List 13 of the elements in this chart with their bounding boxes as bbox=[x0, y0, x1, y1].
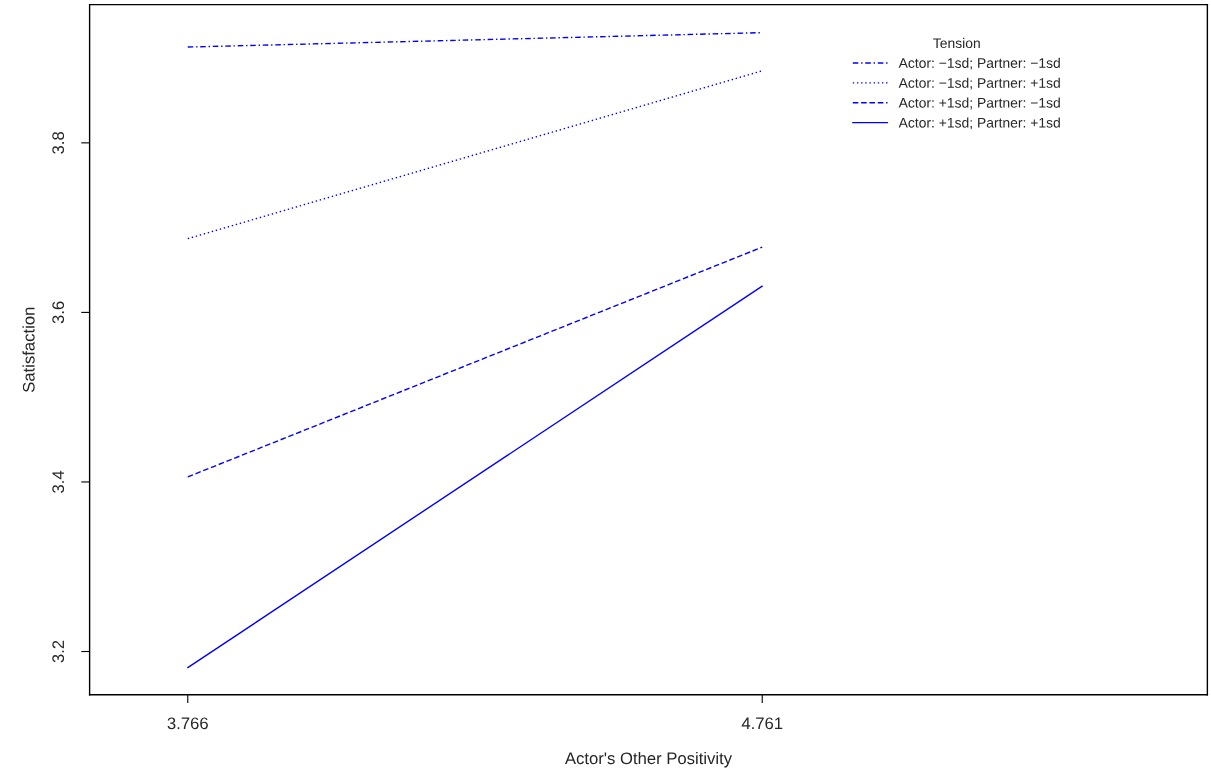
legend-title: Tension bbox=[933, 37, 980, 49]
legend-label: Actor: +1sd; Partner: −1sd bbox=[898, 97, 1060, 110]
y-tick-label: 3.8 bbox=[52, 131, 65, 154]
y-axis-title: Satisfaction bbox=[22, 307, 35, 393]
x-axis-title: Actor's Other Positivity bbox=[564, 751, 733, 768]
y-tick-label: 3.4 bbox=[52, 470, 65, 493]
legend-label: Actor: −1sd; Partner: −1sd bbox=[898, 57, 1060, 70]
legend-label: Actor: +1sd; Partner: +1sd bbox=[898, 117, 1060, 130]
legend-label: Actor: −1sd; Partner: +1sd bbox=[898, 77, 1060, 90]
y-tick-label: 3.6 bbox=[52, 301, 65, 324]
x-tick-label: 4.761 bbox=[741, 717, 783, 730]
y-tick-label: 3.2 bbox=[52, 640, 65, 663]
x-tick-label: 3.766 bbox=[167, 717, 208, 730]
